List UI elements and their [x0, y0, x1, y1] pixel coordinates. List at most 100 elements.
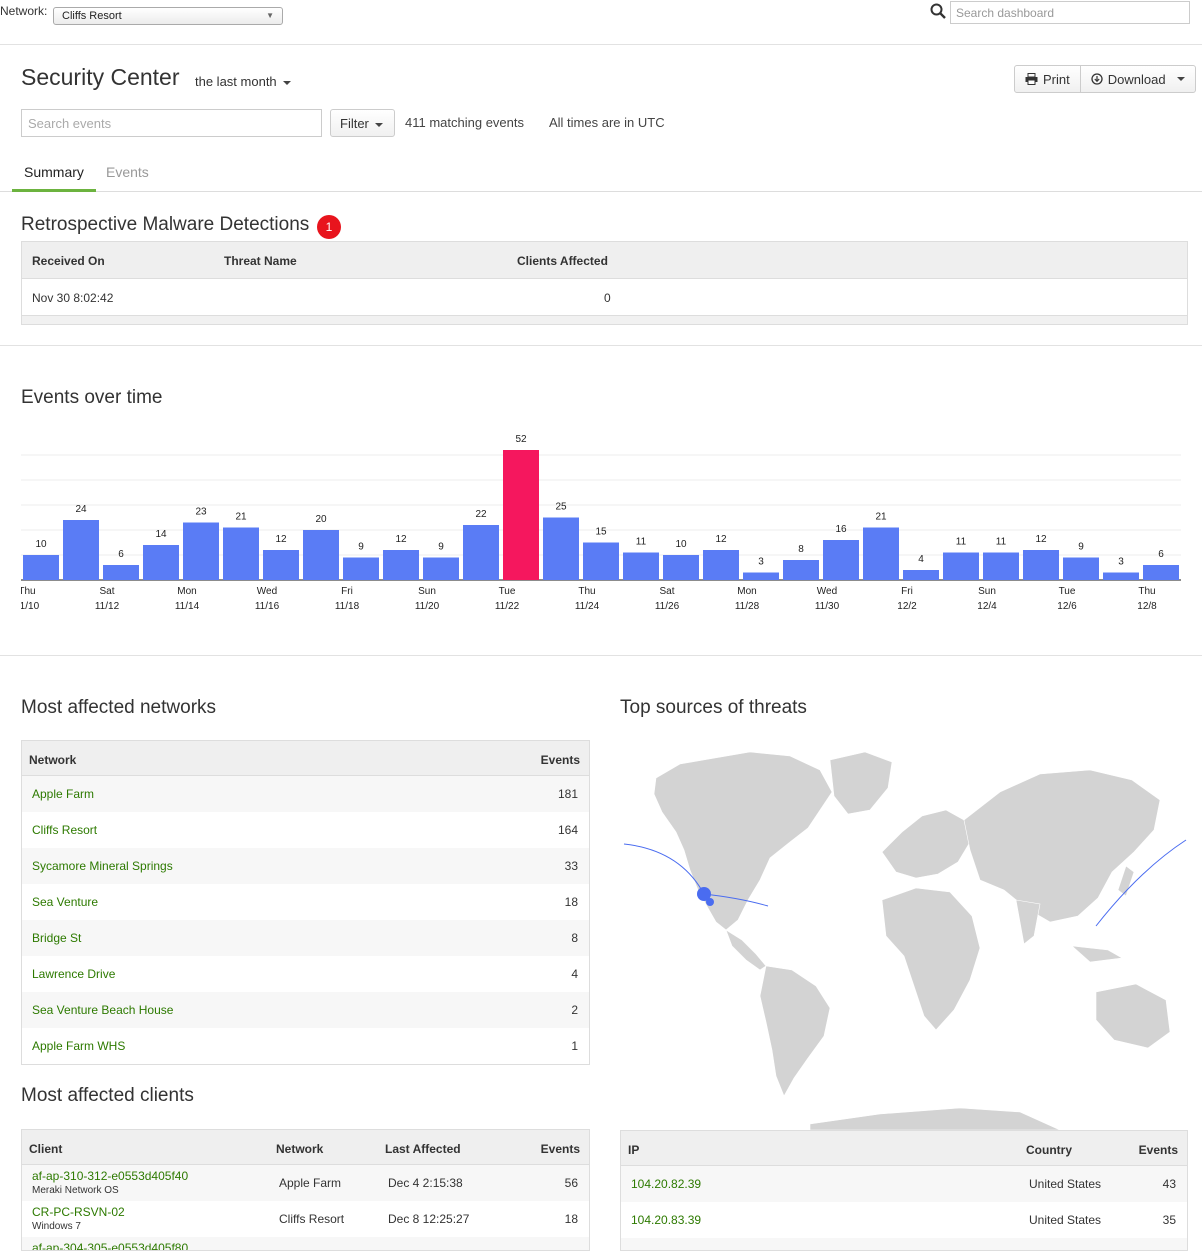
chart-bar[interactable]: [583, 542, 619, 581]
network-link[interactable]: Bridge St: [32, 931, 82, 945]
table-row[interactable]: Sea Venture Beach House 2: [22, 992, 589, 1028]
table-row[interactable]: CR-PC-RSVN-02 Windows 7 Cliffs Resort Dec 8…: [22, 1201, 589, 1237]
ip-link[interactable]: 104.20.83.39: [631, 1213, 702, 1227]
chart-bar[interactable]: [863, 527, 899, 581]
col-clients-affected[interactable]: Clients Affected: [517, 254, 608, 268]
network-link[interactable]: Sea Venture Beach House: [32, 1003, 174, 1017]
col-events[interactable]: Events: [540, 1142, 580, 1156]
col-network[interactable]: Network: [29, 753, 77, 767]
col-network[interactable]: Network: [276, 1142, 324, 1156]
table-row[interactable]: Cliffs Resort 164: [22, 812, 589, 848]
search-events-input[interactable]: Search events: [21, 109, 322, 137]
search-icon[interactable]: [930, 3, 946, 19]
table-row[interactable]: 104.20.83.39 United States 35: [621, 1202, 1187, 1238]
table-row[interactable]: Lawrence Drive 4: [22, 956, 589, 992]
network-link[interactable]: Sea Venture: [32, 895, 99, 909]
chart-bar[interactable]: [1063, 557, 1099, 581]
network-link[interactable]: Sycamore Mineral Springs: [32, 859, 173, 873]
chart-bar[interactable]: [743, 572, 779, 581]
ip-link[interactable]: a104-100-116-121.deploy.static.akamaitec…: [631, 1249, 933, 1250]
events-over-time-title: Events over time: [21, 387, 163, 408]
filter-button[interactable]: Filter: [330, 109, 395, 137]
table-row[interactable]: 104.20.82.39 United States 43: [621, 1166, 1187, 1202]
chart-bar[interactable]: [903, 570, 939, 580]
col-client[interactable]: Client: [29, 1142, 63, 1156]
table-row[interactable]: Bridge St 8: [22, 920, 589, 956]
tab-summary[interactable]: Summary: [12, 164, 96, 192]
chart-bar[interactable]: [1143, 565, 1179, 580]
client-link[interactable]: CR-PC-RSVN-02: [32, 1205, 125, 1219]
bar-value-label: 11: [996, 537, 1007, 548]
top-bar: Network: Cliffs Resort ▼ Search dashboar…: [0, 0, 1202, 45]
timespan-dropdown[interactable]: the last month: [195, 74, 291, 89]
chart-bar[interactable]: [263, 550, 299, 580]
col-ip[interactable]: IP: [628, 1143, 640, 1157]
chart-bar[interactable]: [303, 530, 339, 580]
threat-source-marker: [706, 898, 714, 906]
clients-section-title: Most affected clients: [21, 1085, 194, 1106]
chart-bar[interactable]: [103, 565, 139, 580]
col-last-affected[interactable]: Last Affected: [385, 1142, 461, 1156]
bar-value-label: 16: [835, 524, 847, 535]
network-select-value: Cliffs Resort: [62, 10, 122, 22]
chart-bar[interactable]: [423, 557, 459, 581]
chart-bar[interactable]: [983, 552, 1019, 581]
network-link[interactable]: Lawrence Drive: [32, 967, 116, 981]
table-row[interactable]: Sea Venture 18: [22, 884, 589, 920]
table-row[interactable]: a104-100-116-121.deploy.static.akamaitec…: [621, 1238, 1187, 1250]
client-link[interactable]: af-ap-310-312-e0553d405f40: [32, 1169, 189, 1183]
network-link[interactable]: Apple Farm WHS: [32, 1039, 126, 1053]
table-row[interactable]: Apple Farm WHS 1: [22, 1028, 589, 1064]
network-link[interactable]: Apple Farm: [32, 787, 95, 801]
bar-value-label: 24: [75, 504, 87, 515]
chart-bar[interactable]: [343, 557, 379, 581]
client-os: Windows 7: [32, 1221, 81, 1232]
chart-bar[interactable]: [63, 520, 99, 580]
download-button[interactable]: Download: [1079, 66, 1195, 92]
antarctica-landmass: [809, 1107, 1061, 1130]
chart-bar[interactable]: [383, 550, 419, 580]
chart-bar[interactable]: [23, 555, 59, 580]
chart-bar[interactable]: [183, 522, 219, 581]
chart-bar[interactable]: [503, 450, 539, 580]
print-button[interactable]: Print: [1015, 66, 1080, 92]
chart-bar[interactable]: [703, 550, 739, 580]
client-link[interactable]: af-ap-304-305-e0553d405f80: [32, 1241, 189, 1251]
world-map[interactable]: [620, 740, 1188, 1130]
table-row[interactable]: Nov 30 8:02:42 0: [22, 278, 1187, 316]
chart-bar[interactable]: [143, 545, 179, 580]
table-row[interactable]: af-ap-304-305-e0553d405f80: [22, 1237, 589, 1251]
network-link[interactable]: Cliffs Resort: [32, 823, 98, 837]
chart-bar[interactable]: [543, 517, 579, 581]
col-threat-name[interactable]: Threat Name: [224, 254, 297, 268]
chart-bar[interactable]: [823, 540, 859, 580]
search-dashboard-input[interactable]: Search dashboard: [950, 1, 1190, 24]
chart-bar[interactable]: [1103, 572, 1139, 581]
chart-bar[interactable]: [223, 527, 259, 581]
japan-landmass: [1117, 865, 1135, 897]
client-events-count: 56: [564, 1176, 578, 1190]
x-tick-date-label: 11/28: [735, 601, 760, 612]
col-events[interactable]: Events: [1138, 1143, 1178, 1157]
chart-bar[interactable]: [623, 552, 659, 581]
table-row[interactable]: af-ap-310-312-e0553d405f40 Meraki Network…: [22, 1165, 589, 1201]
chart-bar[interactable]: [463, 525, 499, 580]
chart-bar[interactable]: [1023, 550, 1059, 580]
network-select[interactable]: Cliffs Resort ▼: [53, 7, 283, 25]
chart-bar[interactable]: [783, 560, 819, 580]
page-title: Security Center: [21, 64, 180, 90]
table-row[interactable]: Apple Farm 181: [22, 776, 589, 812]
x-tick-day-label: Fri: [901, 586, 913, 597]
table-row[interactable]: Sycamore Mineral Springs 33: [22, 848, 589, 884]
ip-link[interactable]: 104.20.82.39: [631, 1177, 702, 1191]
col-country[interactable]: Country: [1026, 1143, 1072, 1157]
x-tick-date-label: 11/18: [335, 601, 360, 612]
section-divider: [0, 655, 1202, 656]
chart-bar[interactable]: [663, 555, 699, 580]
tab-events[interactable]: Events: [106, 164, 149, 180]
col-events[interactable]: Events: [540, 753, 580, 767]
bar-value-label: 21: [875, 512, 887, 523]
chart-bar[interactable]: [943, 552, 979, 581]
bar-value-label: 6: [1158, 549, 1164, 560]
col-received-on[interactable]: Received On: [32, 254, 105, 268]
